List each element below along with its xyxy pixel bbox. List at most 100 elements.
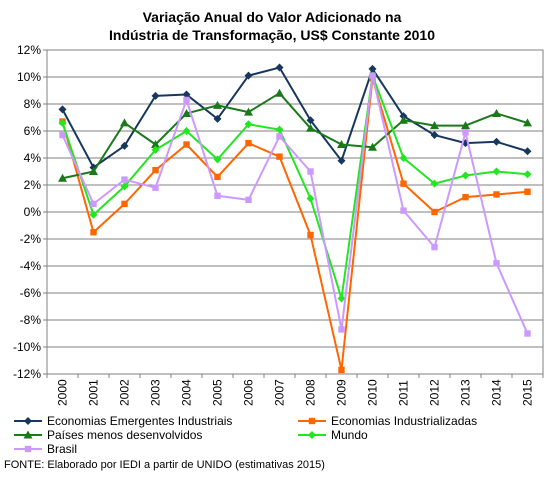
y-tick-label: -8% bbox=[20, 313, 42, 327]
x-tick-label: 2015 bbox=[521, 379, 535, 406]
data-point bbox=[151, 91, 160, 100]
data-point bbox=[276, 133, 283, 140]
data-point bbox=[89, 210, 98, 219]
data-point bbox=[462, 129, 469, 136]
data-point bbox=[306, 116, 315, 125]
data-point bbox=[461, 121, 470, 130]
legend-label: Economias Industrializadas bbox=[331, 414, 477, 428]
series-layer bbox=[58, 63, 532, 374]
series-line bbox=[61, 77, 528, 371]
data-point bbox=[59, 131, 66, 139]
data-point bbox=[461, 171, 470, 180]
data-point bbox=[213, 114, 222, 123]
x-tick-label: 2014 bbox=[490, 379, 504, 406]
data-point bbox=[338, 326, 345, 333]
legend-label: Mundo bbox=[331, 428, 368, 442]
x-tick-label: 2013 bbox=[459, 379, 473, 406]
legend-entry: Países menos desenvolvidos bbox=[14, 428, 202, 442]
data-point bbox=[275, 125, 284, 134]
data-point bbox=[307, 168, 314, 175]
x-tick-label: 2009 bbox=[335, 379, 349, 406]
data-point bbox=[121, 200, 128, 208]
data-point bbox=[213, 100, 222, 109]
data-point bbox=[121, 176, 128, 183]
legend-entry: Economias Industrializadas bbox=[298, 414, 477, 428]
legend-entry: Economias Emergentes Industriais bbox=[14, 414, 232, 428]
data-point bbox=[151, 145, 160, 154]
data-point bbox=[462, 193, 469, 201]
x-tick-label: 2012 bbox=[428, 379, 442, 406]
x-tick-label: 2008 bbox=[304, 379, 318, 406]
legend-entry: Mundo bbox=[298, 428, 368, 442]
x-tick-label: 2003 bbox=[149, 379, 163, 406]
data-point bbox=[244, 71, 253, 80]
data-point bbox=[307, 231, 314, 239]
data-point bbox=[275, 88, 284, 97]
legend-entry: Brasil bbox=[14, 442, 77, 456]
data-point bbox=[152, 184, 159, 191]
data-point bbox=[183, 141, 190, 148]
data-point bbox=[400, 207, 407, 214]
series-0 bbox=[58, 63, 532, 172]
data-point bbox=[182, 108, 191, 117]
data-point bbox=[430, 121, 439, 130]
data-point bbox=[120, 182, 129, 191]
legend-marker bbox=[308, 431, 316, 439]
y-tick-label: 4% bbox=[24, 151, 42, 165]
legend: Economias Emergentes Industriais Economia… bbox=[14, 414, 477, 456]
x-tick-label: 2001 bbox=[87, 379, 101, 406]
x-axis: 2000 2001 2002 2003 2004 2005 2006 2007 2008 2009… bbox=[46, 374, 544, 406]
series-line bbox=[62, 92, 528, 180]
data-point bbox=[400, 180, 407, 187]
data-point bbox=[152, 166, 159, 174]
data-point bbox=[523, 118, 532, 127]
data-point bbox=[524, 188, 531, 195]
y-tick-label: 12% bbox=[17, 43, 41, 57]
data-point bbox=[492, 137, 501, 146]
data-point bbox=[338, 366, 345, 374]
legend-label: Países menos desenvolvidos bbox=[47, 428, 202, 442]
series-2 bbox=[58, 88, 532, 182]
data-point bbox=[431, 208, 438, 216]
data-point bbox=[244, 107, 253, 116]
source-note: FONTE: Elaborado por IEDI a partir de UN… bbox=[4, 459, 325, 471]
legend-marker bbox=[23, 430, 33, 439]
y-tick-label: -12% bbox=[13, 367, 41, 381]
data-point bbox=[368, 64, 377, 73]
data-point bbox=[89, 167, 98, 175]
data-point bbox=[523, 170, 532, 179]
data-point bbox=[493, 260, 500, 267]
data-point bbox=[523, 147, 532, 156]
y-axis: 12% 10% 8% 6% 4% 2% 0% -2% -4% -6% -8% -10% -12% bbox=[13, 43, 543, 381]
data-point bbox=[430, 131, 439, 140]
data-point bbox=[58, 118, 67, 127]
y-tick-label: 0% bbox=[24, 205, 42, 219]
y-tick-label: 10% bbox=[17, 70, 41, 84]
data-point bbox=[244, 120, 253, 129]
legend-marker bbox=[24, 445, 32, 453]
data-point bbox=[214, 192, 221, 199]
x-tick-label: 2002 bbox=[118, 379, 132, 406]
data-point bbox=[182, 127, 191, 135]
series-line bbox=[61, 74, 529, 334]
y-tick-label: -4% bbox=[20, 259, 42, 273]
series-line bbox=[61, 74, 528, 300]
data-point bbox=[306, 123, 315, 132]
chart-title-line-2: Indústria de Transformação, US$ Constant… bbox=[109, 27, 435, 43]
series-line bbox=[61, 66, 528, 169]
y-tick-label: -6% bbox=[20, 286, 42, 300]
data-point bbox=[245, 196, 252, 204]
data-point bbox=[492, 167, 501, 176]
data-point bbox=[275, 63, 284, 72]
data-point bbox=[90, 200, 97, 208]
data-point bbox=[399, 154, 408, 162]
y-tick-label: 2% bbox=[24, 178, 42, 192]
legend-marker bbox=[308, 417, 316, 425]
x-tick-label: 2007 bbox=[273, 379, 287, 406]
data-point bbox=[368, 142, 377, 151]
data-point bbox=[430, 179, 439, 188]
legend-marker bbox=[24, 417, 32, 425]
data-point bbox=[214, 173, 221, 181]
y-tick-label: 6% bbox=[24, 124, 42, 138]
